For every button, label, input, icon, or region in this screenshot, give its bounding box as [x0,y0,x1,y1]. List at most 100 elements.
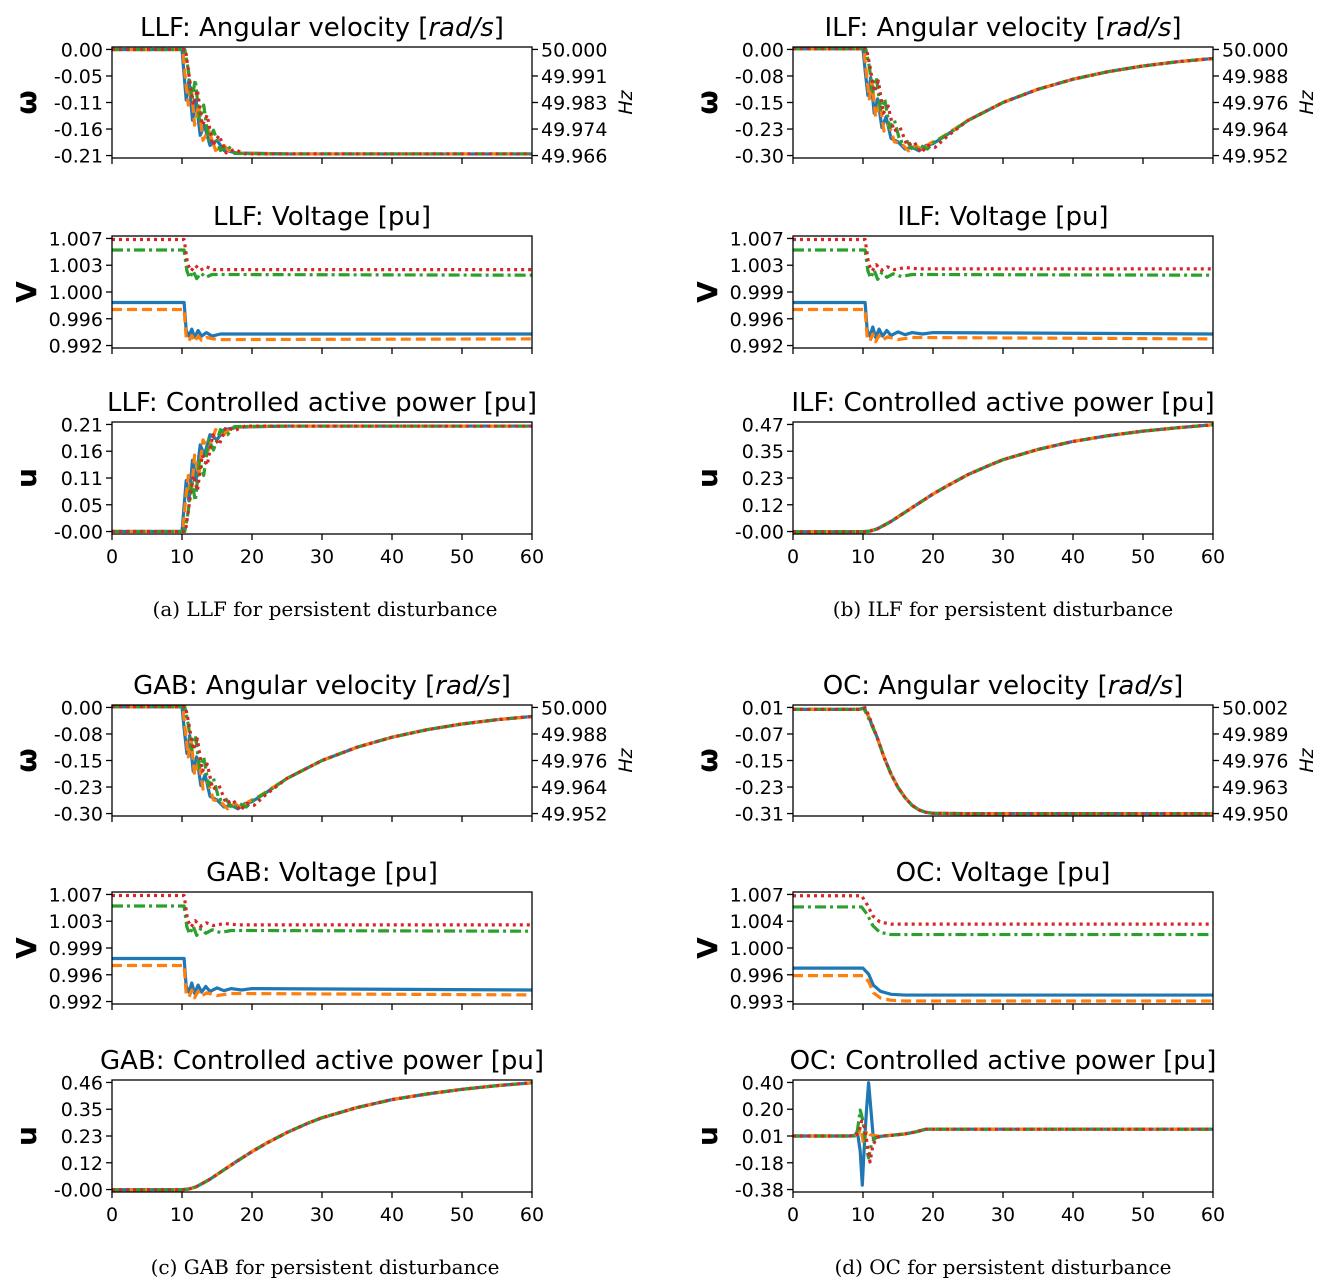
subplot-title-d-power: OC: Controlled active power [pu] [790,1046,1217,1076]
right-tick-label-c-omega-2: 49.976 [541,751,607,773]
y-tick-label-b-omega-3: -0.23 [735,119,784,141]
series-line-a-omega-3 [112,47,532,156]
y-tick-label-a-power-3: 0.05 [61,495,103,517]
y-axis-label-d-power: u [691,1126,724,1146]
series-line-a-voltage-2 [112,307,532,344]
subplot-d-voltage: OC: Voltage [pu] 1.007 1.004 1.000 0.996 0.99… [691,858,1214,1014]
series-line-d-omega-4 [793,706,1213,816]
y-tick-label-a-voltage-1: 1.003 [49,255,103,277]
y-tick-label-a-omega-3: -0.16 [54,119,103,141]
x-tick-label-b-power-2: 20 [921,546,945,568]
y-axis-label-b-power: u [691,468,724,488]
y-tick-label-d-power-1: 0.20 [742,1099,784,1121]
y-tick-label-a-voltage-4: 0.992 [49,336,103,358]
right-tick-label-b-omega-2: 49.976 [1222,93,1288,115]
y-tick-label-c-omega-3: -0.23 [54,777,103,799]
x-tick-label-a-power-6: 60 [520,546,544,568]
y-tick-label-b-omega-1: -0.08 [735,66,784,88]
series-line-a-power-3 [112,424,532,534]
x-tick-label-d-power-4: 40 [1061,1204,1085,1226]
series-line-a-voltage-4 [112,237,532,273]
x-tick-label-c-power-1: 10 [170,1204,194,1226]
y-tick-label-d-omega-4: -0.31 [735,804,784,826]
series-line-b-power-2 [793,423,1213,534]
y-tick-label-b-voltage-0: 1.007 [730,228,784,250]
y-tick-label-c-power-0: 0.46 [61,1072,103,1094]
y-tick-label-a-power-4: -0.00 [54,522,103,544]
x-tick-label-b-power-5: 50 [1131,546,1155,568]
y-tick-label-c-voltage-1: 1.003 [49,911,103,933]
x-tick-label-c-power-4: 40 [380,1204,404,1226]
y-tick-label-c-power-4: -0.00 [54,1180,103,1202]
subplot-b-power: ILF: Controlled active power [pu] 0.47 0.3… [691,388,1225,568]
x-tick-label-a-power-0: 0 [106,546,118,568]
y-tick-label-b-power-0: 0.47 [742,414,784,436]
y-axis-label-c-power: u [10,1126,43,1146]
caption-c: (c) GAB for persistent disturbance [151,1255,500,1279]
y-tick-label-d-omega-1: -0.07 [735,724,784,746]
y-tick-label-a-omega-4: -0.21 [54,146,103,168]
x-tick-label-d-power-3: 30 [991,1204,1015,1226]
series-line-c-voltage-4 [112,893,532,929]
x-tick-label-c-power-5: 50 [450,1204,474,1226]
y-axis-label-d-omega: ω [691,748,724,772]
y-tick-label-a-power-2: 0.11 [61,468,103,490]
y-tick-label-d-omega-0: 0.01 [742,697,784,719]
subplot-b-omega: ILF: Angular velocity [rad/s] 0.00 50.000 -… [691,13,1318,168]
right-tick-label-a-omega-0: 50.000 [541,39,607,61]
y-axis-label-b-voltage: V [691,281,724,303]
axes-frame-b-power [792,421,1214,535]
y-tick-label-c-power-3: 0.12 [61,1153,103,1175]
y-tick-label-c-omega-1: -0.08 [54,724,103,746]
y-tick-label-d-omega-2: -0.15 [735,751,784,773]
y-tick-label-a-voltage-2: 1.000 [49,282,103,304]
y-tick-label-d-power-2: 0.01 [742,1126,784,1148]
y-axis-label-c-voltage: V [10,937,43,959]
axes-frame-c-power [111,1079,533,1193]
series-line-d-voltage-2 [793,974,1213,1003]
series-line-c-power-2 [112,1081,532,1192]
right-tick-label-d-omega-4: 49.950 [1222,804,1288,826]
right-tick-label-b-omega-4: 49.952 [1222,146,1288,168]
y-tick-label-d-voltage-2: 1.000 [730,938,784,960]
right-tick-label-a-omega-4: 49.966 [541,146,607,168]
x-tick-label-b-power-6: 60 [1201,546,1225,568]
y-tick-label-b-power-3: 0.12 [742,495,784,517]
y-tick-label-c-voltage-4: 0.992 [49,992,103,1014]
right-tick-label-c-omega-1: 49.988 [541,724,607,746]
subplot-d-power: OC: Controlled active power [pu] 0.40 0.20… [691,1046,1225,1226]
subplot-title-b-power: ILF: Controlled active power [pu] [791,388,1214,418]
right-tick-label-b-omega-1: 49.988 [1222,66,1288,88]
y-tick-label-a-voltage-3: 0.996 [49,309,103,331]
series-line-c-power-3 [112,1081,532,1192]
right-tick-label-a-omega-1: 49.991 [541,66,607,88]
x-tick-label-c-power-0: 0 [106,1204,118,1226]
x-tick-label-b-power-4: 40 [1061,546,1085,568]
y-axis-label-c-omega: ω [10,748,43,772]
subplot-title-c-power: GAB: Controlled active power [pu] [100,1046,544,1076]
y-tick-label-b-omega-2: -0.15 [735,93,784,115]
subplot-c-power: GAB: Controlled active power [pu]0.46 0.3… [10,1046,544,1226]
right-tick-label-a-omega-3: 49.974 [541,119,607,141]
y-tick-label-b-voltage-1: 1.003 [730,255,784,277]
series-line-d-voltage-4 [793,894,1213,926]
y-tick-label-b-voltage-4: 0.992 [730,336,784,358]
x-tick-label-b-power-1: 10 [851,546,875,568]
series-line-a-power-2 [112,424,532,534]
y-axis-label-a-voltage: V [10,281,43,303]
x-tick-label-d-power-5: 50 [1131,1204,1155,1226]
y-tick-label-d-voltage-4: 0.993 [730,992,784,1014]
subplot-title-c-omega: GAB: Angular velocity [rad/s] [133,671,511,701]
series-line-a-omega-4 [112,47,532,156]
series-line-b-power-3 [793,423,1213,534]
series-line-c-power-4 [112,1081,532,1192]
subplot-a-power: LLF: Controlled active power [pu]0.21 0.1… [10,388,544,568]
y-tick-label-a-power-1: 0.16 [61,441,103,463]
series-line-c-voltage-3 [112,904,532,937]
series-line-d-voltage-1 [793,966,1213,997]
series-line-a-power-1 [112,424,532,534]
y-axis-label-a-power: u [10,468,43,488]
y-tick-label-c-omega-2: -0.15 [54,751,103,773]
series-line-d-omega-2 [793,706,1213,816]
